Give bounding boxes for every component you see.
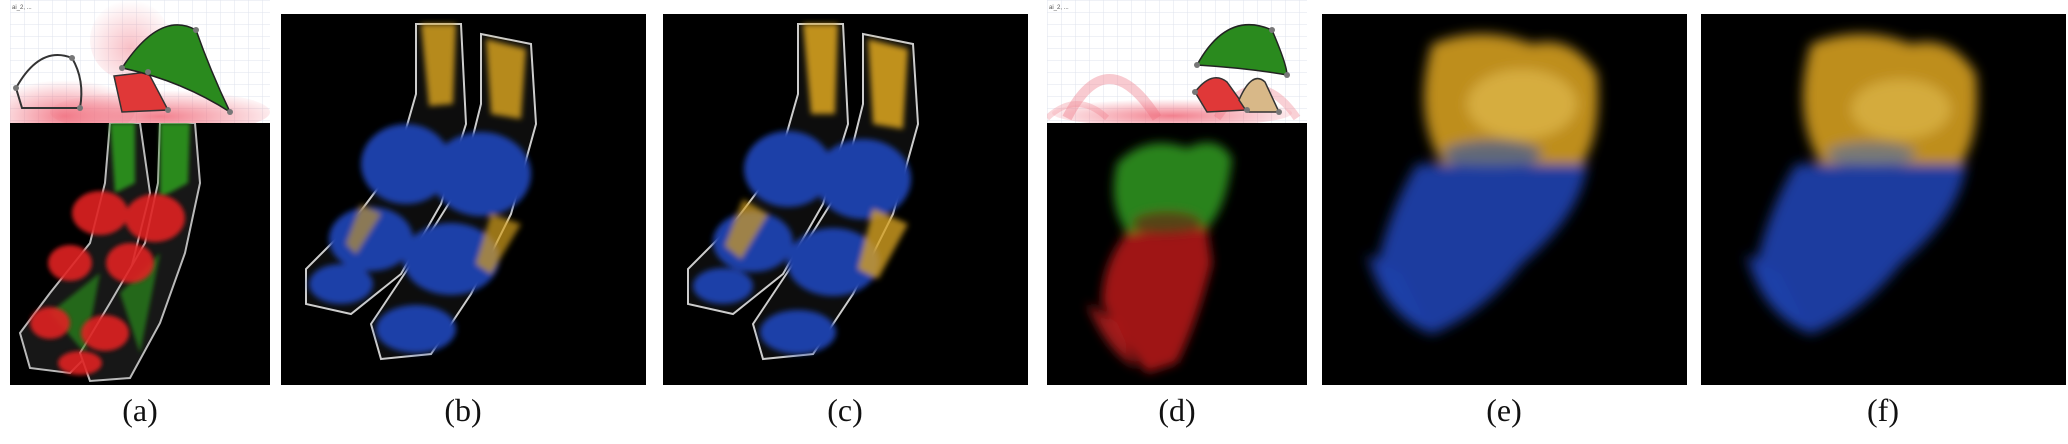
panel-d: ai_2, ... (d) [1047,0,1307,428]
panel-caption: (d) [1158,392,1196,428]
panel-caption: (f) [1867,392,1899,428]
tf-axis-label: ai_2, ... [1049,5,1069,11]
render-image-f [1701,14,2066,385]
render-image-a [10,123,270,385]
transfer-function-widget-a[interactable]: ai_2, ... [10,0,270,123]
transfer-function-widget-d[interactable]: ai_2, ... [1047,0,1307,123]
render-image-b [281,14,646,385]
tf-axis-label: ai_2, ... [12,5,32,11]
panel-caption: (c) [827,392,863,428]
panel-caption: (e) [1486,392,1522,428]
tf-widget-tan[interactable] [1238,77,1281,113]
tf-control-points[interactable] [13,27,233,115]
tf-widget-green[interactable] [120,24,232,115]
panel-b: (b) [281,14,646,428]
tf-control-points[interactable] [1192,27,1290,115]
panel-f: (f) [1701,14,2066,428]
panel-caption: (b) [444,392,482,428]
panel-a: ai_2, ... [10,0,270,428]
tf-widget-green[interactable] [1195,23,1288,76]
render-image-d [1047,123,1307,385]
panel-caption: (a) [122,392,158,428]
render-image-e [1322,14,1687,385]
panel-c: (c) [663,14,1028,428]
render-image-c [663,14,1028,385]
panel-e: (e) [1322,14,1687,428]
